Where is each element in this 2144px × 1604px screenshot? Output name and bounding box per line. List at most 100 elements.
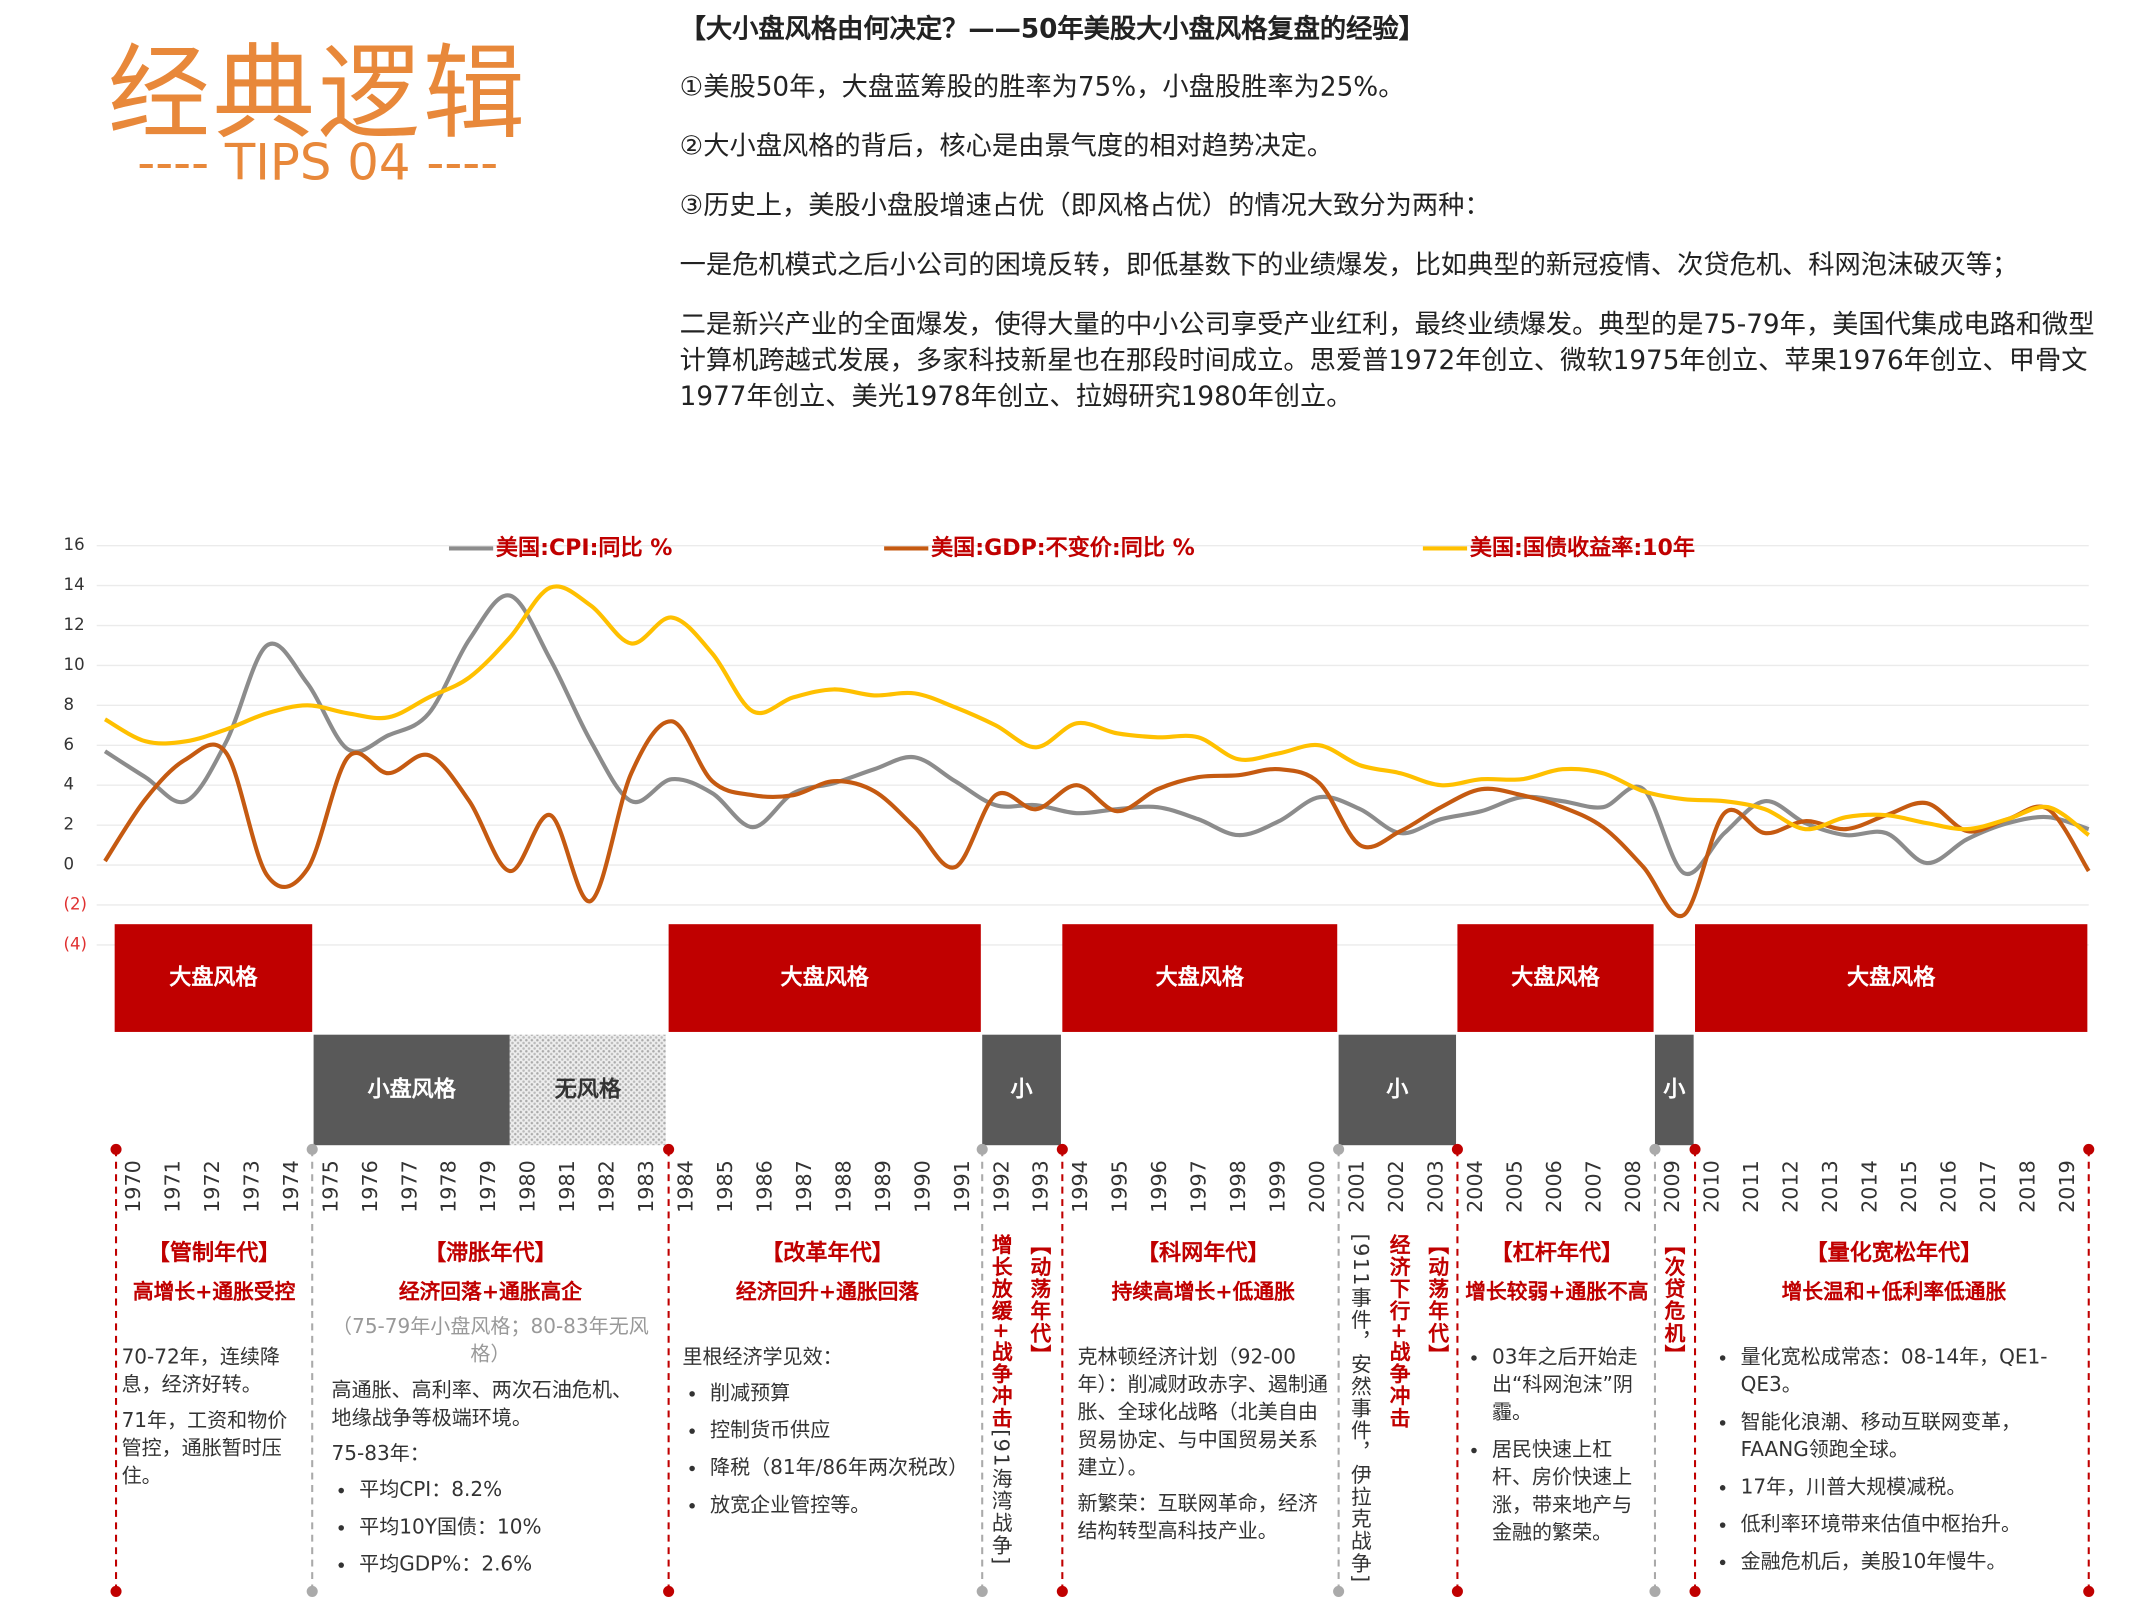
year-label: 2011 bbox=[1739, 1160, 1763, 1213]
separator-dot bbox=[110, 1143, 122, 1155]
year-label: 1986 bbox=[752, 1160, 776, 1213]
style-block-label: 小 bbox=[1386, 1076, 1409, 1102]
year-label: 2007 bbox=[1581, 1160, 1605, 1213]
era-paragraph: 新繁荣：互联网革命，经济结构转型高科技产业。 bbox=[1077, 1493, 1318, 1544]
year-label: 2006 bbox=[1542, 1160, 1566, 1213]
separator-dot bbox=[1333, 1143, 1345, 1155]
era-title: 【改革年代】 bbox=[761, 1239, 894, 1266]
style-block-label: 小盘风格 bbox=[367, 1076, 456, 1102]
era-paragraph: 克林顿经济计划（92-00年）：削减财政赤字、遏制通胀、全球化战略（北美自由贸易… bbox=[1077, 1346, 1328, 1480]
year-label: 2010 bbox=[1700, 1160, 1724, 1213]
year-label: 1975 bbox=[318, 1160, 342, 1213]
era-bullet: 放宽企业管控等。 bbox=[710, 1492, 972, 1520]
style-block bbox=[313, 1034, 510, 1146]
era: 【科网年代】 持续高增长+低通胀克林顿经济计划（92-00年）：削减财政赤字、遏制… bbox=[1078, 1239, 1329, 1554]
year-label: 1973 bbox=[239, 1160, 263, 1213]
year-label: 1993 bbox=[1029, 1160, 1053, 1213]
style-block-label: 小 bbox=[1011, 1076, 1034, 1102]
year-label: 2019 bbox=[2055, 1160, 2079, 1213]
y-tick-label: 4 bbox=[64, 775, 75, 794]
separator-dot bbox=[110, 1585, 122, 1597]
year-label: 1982 bbox=[595, 1160, 619, 1213]
era-subtitle: 高增长+通胀受控 bbox=[132, 1279, 296, 1305]
separator-dot bbox=[1649, 1143, 1661, 1155]
series-line bbox=[103, 584, 2090, 837]
year-label: 1979 bbox=[476, 1160, 500, 1213]
y-tick-label: (2) bbox=[64, 894, 87, 913]
separator-dot bbox=[1649, 1585, 1661, 1597]
year-label: 1978 bbox=[437, 1160, 461, 1213]
separator-dot bbox=[1333, 1585, 1345, 1597]
era-title: 【管制年代】 bbox=[147, 1239, 281, 1266]
era-paragraph: 70-72年，连续降息，经济好转。 bbox=[121, 1346, 280, 1397]
style-block-label: 大盘风格 bbox=[781, 965, 870, 991]
y-tick-label: 12 bbox=[64, 615, 85, 634]
separator-dot bbox=[2083, 1143, 2095, 1155]
article-paragraph: 二是新兴产业的全面爆发，使得大量的中小公司享受产业红利，最终业绩爆发。典型的是7… bbox=[679, 309, 2095, 412]
style-block bbox=[1654, 1034, 1694, 1146]
year-label: 2001 bbox=[1344, 1160, 1368, 1213]
year-label: 1977 bbox=[397, 1160, 421, 1213]
year-label: 1974 bbox=[279, 1160, 303, 1213]
year-label: 2005 bbox=[1502, 1160, 1526, 1213]
era-title: 【量化宽松年代】 bbox=[1805, 1239, 1983, 1266]
year-label: 2002 bbox=[1384, 1160, 1408, 1213]
separator-dot bbox=[1451, 1143, 1463, 1155]
separator-dot bbox=[1689, 1143, 1701, 1155]
year-label: 1994 bbox=[1068, 1160, 1092, 1213]
era-subtitle: 经济回升+通胀回落 bbox=[735, 1279, 920, 1305]
era-bullet: 03年之后开始走出“科网泡沫”阴霾。 bbox=[1492, 1344, 1649, 1427]
era-subtitle: 增长温和+低利率低通胀 bbox=[1781, 1279, 2007, 1305]
era-paragraph: 75-83年： bbox=[331, 1443, 430, 1466]
era-bullet: 居民快速上杠杆、房价快速上涨，带来地产与金融的繁荣。 bbox=[1492, 1437, 1649, 1548]
article-paragraph: ②大小盘风格的背后，核心是由景气度的相对趋势决定。 bbox=[679, 131, 1334, 162]
style-block-label: 大盘风格 bbox=[1156, 965, 1245, 991]
style-block bbox=[668, 924, 981, 1032]
era-title: 【滞胀年代】 bbox=[424, 1239, 557, 1266]
article-paragraph: ①美股50年，大盘蓝筹股的胜率为75%，小盘股胜率为25%。 bbox=[679, 71, 1405, 103]
separator-dot bbox=[1689, 1585, 1701, 1597]
separator-dot bbox=[1056, 1143, 1068, 1155]
era-paragraph: 71年，工资和物价管控，通胀暂时压住。 bbox=[121, 1410, 288, 1488]
style-block bbox=[1457, 924, 1654, 1032]
series-line bbox=[103, 593, 2090, 877]
y-tick-label: 2 bbox=[64, 815, 75, 834]
era-bullet: 低利率环境带来估值中枢抬升。 bbox=[1741, 1511, 2075, 1539]
legend-label: 美国:CPI:同比 % bbox=[496, 535, 673, 561]
era-subtitle: 持续高增长+低通胀 bbox=[1111, 1279, 1295, 1305]
era-paragraph: 高通胀、高利率、两次石油危机、地缘战争等极端环境。 bbox=[331, 1380, 633, 1430]
era-bullets: 削减预算控制货币供应降税（81年/86年两次税改） 放宽企业管控等。 bbox=[682, 1380, 972, 1520]
year-label: 1984 bbox=[674, 1160, 698, 1213]
year-label: 2013 bbox=[1818, 1160, 1842, 1213]
y-tick-label: 6 bbox=[64, 735, 75, 754]
year-label: 1970 bbox=[121, 1160, 145, 1213]
y-tick-label: 0 bbox=[64, 855, 75, 874]
year-label: 1992 bbox=[989, 1160, 1013, 1213]
era-note: [91海湾战争] bbox=[989, 1429, 1014, 1566]
era-note: （75-79年小盘风格；80-83年无风格） bbox=[332, 1316, 649, 1367]
separator-dot bbox=[976, 1585, 988, 1597]
year-label: 2015 bbox=[1897, 1160, 1921, 1213]
y-tick-label: 8 bbox=[64, 695, 75, 714]
era-title: 【科网年代】 bbox=[1136, 1239, 1270, 1266]
article-heading: 【大小盘风格由何决定？——50年美股大小盘风格复盘的经验】 bbox=[679, 13, 1425, 45]
page-title: 经典逻辑 bbox=[107, 34, 528, 154]
style-block-label: 无风格 bbox=[555, 1076, 622, 1102]
era-note: [911事件，安然事件，伊拉克战争] bbox=[1348, 1233, 1374, 1584]
era-title: 【动荡年代】 bbox=[1027, 1233, 1053, 1367]
era: 【杠杆年代】增长较弱+通胀不高 03年之后开始走出“科网泡沫”阴霾。居民快速上杠杆… bbox=[1464, 1239, 1649, 1557]
year-label: 1987 bbox=[792, 1160, 816, 1213]
era-bullet: 控制货币供应 bbox=[710, 1417, 972, 1445]
style-block-label: 大盘风格 bbox=[169, 965, 258, 991]
era-title: 【次贷危机】 bbox=[1661, 1233, 1687, 1367]
year-label: 1997 bbox=[1187, 1160, 1211, 1213]
year-label: 1972 bbox=[200, 1160, 224, 1213]
era-bullet: 金融危机后，美股10年慢牛。 bbox=[1741, 1549, 2075, 1577]
year-label: 2014 bbox=[1858, 1160, 1882, 1213]
era-bullet: 降税（81年/86年两次税改） bbox=[710, 1455, 972, 1483]
era-paragraph: 里根经济学见效： bbox=[682, 1346, 843, 1370]
separator-dot bbox=[1056, 1585, 1068, 1597]
era-bullet: 削减预算 bbox=[710, 1380, 972, 1408]
year-label: 2009 bbox=[1660, 1160, 1684, 1213]
